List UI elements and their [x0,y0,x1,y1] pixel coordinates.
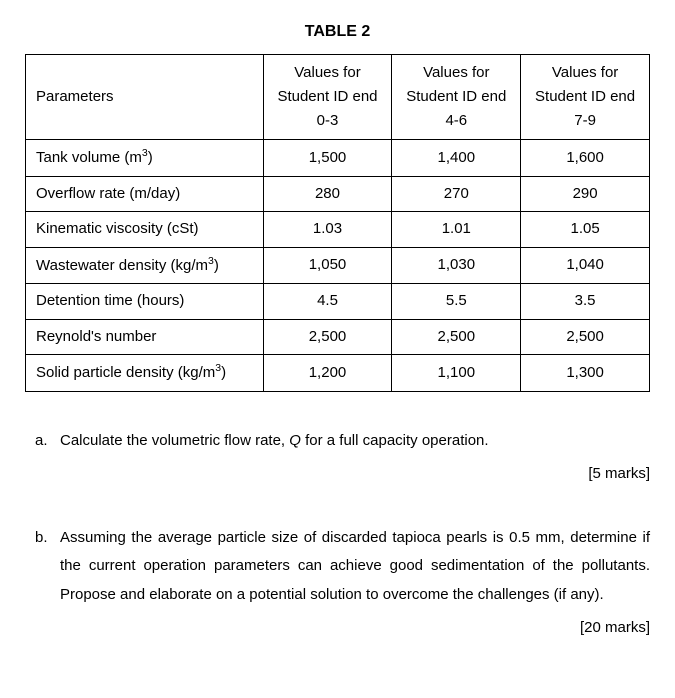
table-row: Tank volume (m3)1,5001,4001,600 [26,140,650,177]
cell-v2: 1,030 [392,247,521,284]
cell-v2: 1,100 [392,355,521,392]
question-a-text: Calculate the volumetric flow rate, Q fo… [60,427,650,456]
question-b-text: Assuming the average particle size of di… [60,524,650,610]
table-title: TABLE 2 [25,20,650,44]
question-b-letter: b. [25,524,60,643]
table-row: Wastewater density (kg/m3)1,0501,0301,04… [26,247,650,284]
cell-v3: 290 [521,176,650,212]
cell-v1: 1,500 [263,140,392,177]
cell-v2: 270 [392,176,521,212]
cell-param: Overflow rate (m/day) [26,176,264,212]
cell-v1: 1.03 [263,212,392,248]
cell-v1: 280 [263,176,392,212]
col-parameters: Parameters [26,55,264,140]
question-b: b. Assuming the average particle size of… [25,524,650,643]
cell-param: Tank volume (m3) [26,140,264,177]
col-values-4-6: Values for Student ID end 4-6 [392,55,521,140]
cell-v1: 2,500 [263,319,392,355]
cell-v3: 1.05 [521,212,650,248]
col-values-7-9: Values for Student ID end 7-9 [521,55,650,140]
table-row: Solid particle density (kg/m3)1,2001,100… [26,355,650,392]
table-row: Kinematic viscosity (cSt)1.031.011.05 [26,212,650,248]
question-a-letter: a. [25,427,60,489]
cell-v3: 1,300 [521,355,650,392]
table-row: Reynold's number2,5002,5002,500 [26,319,650,355]
cell-param: Wastewater density (kg/m3) [26,247,264,284]
cell-v2: 1,400 [392,140,521,177]
cell-v2: 5.5 [392,284,521,320]
cell-param: Kinematic viscosity (cSt) [26,212,264,248]
cell-v3: 1,040 [521,247,650,284]
table-header-row: Parameters Values for Student ID end 0-3… [26,55,650,140]
cell-v1: 1,050 [263,247,392,284]
cell-v1: 1,200 [263,355,392,392]
question-a-marks: [5 marks] [60,460,650,489]
cell-param: Detention time (hours) [26,284,264,320]
parameters-table: Parameters Values for Student ID end 0-3… [25,54,650,392]
cell-v3: 3.5 [521,284,650,320]
question-b-marks: [20 marks] [60,614,650,643]
cell-v2: 2,500 [392,319,521,355]
table-row: Overflow rate (m/day)280270290 [26,176,650,212]
cell-v1: 4.5 [263,284,392,320]
cell-v3: 1,600 [521,140,650,177]
cell-param: Reynold's number [26,319,264,355]
question-a: a. Calculate the volumetric flow rate, Q… [25,427,650,489]
table-body: Tank volume (m3)1,5001,4001,600Overflow … [26,140,650,392]
cell-v3: 2,500 [521,319,650,355]
cell-param: Solid particle density (kg/m3) [26,355,264,392]
cell-v2: 1.01 [392,212,521,248]
col-values-0-3: Values for Student ID end 0-3 [263,55,392,140]
table-row: Detention time (hours)4.55.53.5 [26,284,650,320]
